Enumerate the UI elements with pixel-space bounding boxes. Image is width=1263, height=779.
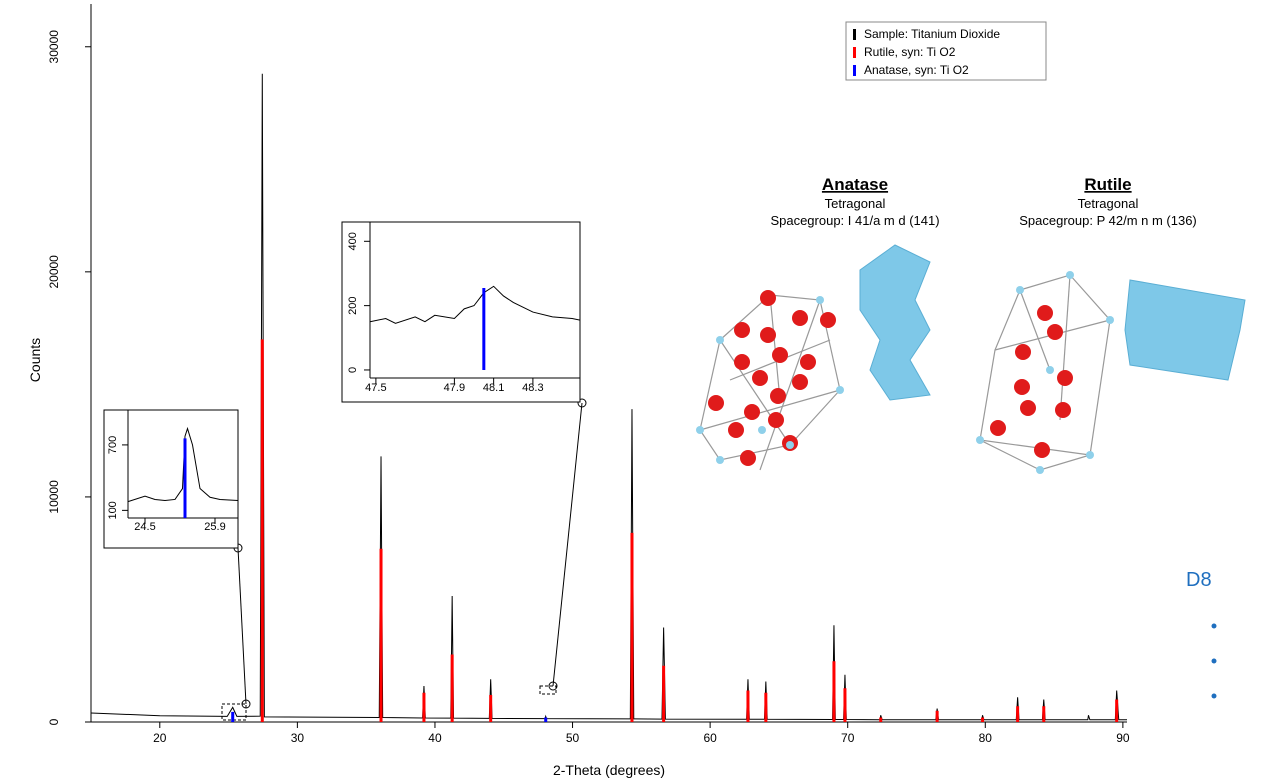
- inset-chart: 47.5 47.9 48.1 48.3 0 200 400: [341, 221, 581, 403]
- zoom-connectors: [221, 398, 587, 721]
- legend-label: Rutile, syn: Ti O2: [864, 45, 956, 59]
- spectrum-line: [369, 285, 581, 324]
- structure-spacegroup: Spacegroup: I 41/a m d (141): [770, 213, 939, 228]
- spectrum-line: [127, 426, 239, 503]
- x-tick-label: 24.5: [134, 521, 155, 533]
- anatase-polyhedra: [859, 244, 931, 401]
- y-tick-label: 100: [107, 501, 119, 519]
- legend-swatch: [853, 65, 856, 76]
- legend-box: [845, 21, 1047, 81]
- x-tick-label: 20: [153, 731, 167, 745]
- x-tick-label: 50: [566, 731, 580, 745]
- y-tick-label: 0: [347, 367, 359, 373]
- structure-system: Tetragonal: [825, 196, 886, 211]
- x-tick-label: 47.9: [444, 382, 465, 394]
- x-tick-label: 80: [979, 731, 993, 745]
- y-tick-label: 10000: [47, 480, 61, 514]
- structure-spacegroup: Spacegroup: P 42/m n m (136): [1019, 213, 1197, 228]
- x-tick-label: 48.3: [522, 382, 543, 394]
- y-tick-label: 30000: [47, 30, 61, 64]
- legend-label: Sample: Titanium Dioxide: [864, 27, 1000, 41]
- sidebar-title: D8: [1186, 569, 1212, 591]
- x-tick-label: 47.5: [365, 382, 386, 394]
- x-tick-label: 70: [841, 731, 855, 745]
- bullet: [1211, 623, 1217, 629]
- y-tick-label: 0: [47, 718, 61, 725]
- x-axis-label: 2-Theta (degrees): [553, 762, 665, 778]
- x-tick-label: 90: [1116, 731, 1130, 745]
- inset-chart: 24.5 25.9 100 700: [103, 409, 239, 549]
- structure-system: Tetragonal: [1078, 196, 1139, 211]
- y-tick-label: 200: [347, 296, 359, 314]
- y-axis-label: Counts: [27, 338, 43, 382]
- x-tick-label: 60: [703, 731, 717, 745]
- legend-swatch: [853, 47, 856, 58]
- structure-name: Anatase: [822, 175, 888, 194]
- anatase-cell: [699, 294, 841, 471]
- bullet: [1211, 658, 1217, 664]
- rutile-atoms: [976, 271, 1114, 474]
- spectrum-line: [90, 73, 1127, 721]
- structure-name: Rutile: [1084, 175, 1131, 194]
- y-tick-label: 20000: [47, 255, 61, 289]
- inset-frame: [103, 409, 239, 549]
- x-tick-label: 25.9: [204, 521, 225, 533]
- x-tick-label: 40: [428, 731, 442, 745]
- main-chart: 20 30 40 50 60 70 80 90 0 10000 20000 30000 2-Theta …: [27, 4, 1130, 778]
- rutile-polyhedra: [1124, 279, 1246, 381]
- legend-swatch: [853, 29, 856, 40]
- y-tick-label: 400: [347, 232, 359, 250]
- anatase-atoms: [696, 290, 844, 466]
- x-tick-label: 30: [291, 731, 305, 745]
- y-tick-label: 700: [107, 436, 119, 454]
- bullet: [1211, 693, 1217, 699]
- rutile-cell: [979, 274, 1111, 471]
- x-tick-label: 48.1: [483, 382, 504, 394]
- legend-label: Anatase, syn: Ti O2: [864, 63, 969, 77]
